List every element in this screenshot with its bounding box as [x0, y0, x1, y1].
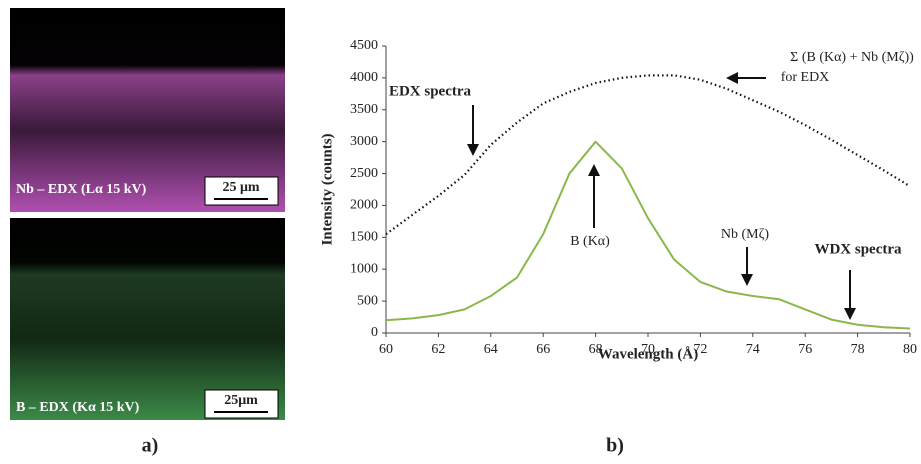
y-tick-label: 1500 — [350, 230, 378, 245]
y-tick-label: 500 — [357, 293, 378, 308]
x-tick-label: 74 — [746, 342, 760, 357]
y-axis-label: Intensity (counts) — [319, 133, 335, 245]
x-tick-label: 78 — [851, 342, 865, 357]
annotation: for EDX — [781, 70, 830, 85]
arrows — [467, 72, 856, 320]
x-axis-label: Wavelength (Å) — [598, 346, 698, 362]
panel-label: a) — [142, 435, 159, 457]
y-tick-label: 2000 — [350, 198, 378, 213]
y-tick-label: 3500 — [350, 102, 378, 117]
b-map-image — [10, 218, 285, 420]
y-tick-label: 3000 — [350, 134, 378, 149]
y-tick-label: 0 — [371, 325, 378, 340]
x-tick-label: 80 — [903, 342, 917, 357]
image-label: B – EDX (Kα 15 kV) — [16, 400, 140, 415]
y-tick-label: 4500 — [350, 38, 378, 53]
y-tick-label: 2500 — [350, 166, 378, 181]
series-label: WDX spectra — [814, 241, 902, 257]
x-tick-label: 66 — [536, 342, 550, 357]
scale-bar-box — [204, 389, 279, 419]
annotation: B (Kα) — [570, 234, 610, 249]
x-tick-label: 70 — [641, 342, 655, 357]
x-tick-label: 72 — [693, 342, 707, 357]
annotation: Σ (B (Kα) + Nb (Mζ)) — [790, 50, 914, 65]
y-tick-label: 1000 — [350, 261, 378, 276]
y-tick-label: 4000 — [350, 70, 378, 85]
series-label: EDX spectra — [389, 83, 472, 99]
x-tick-label: 62 — [431, 342, 445, 357]
annotation: Nb (Mζ) — [721, 227, 770, 242]
x-tick-label: 64 — [484, 342, 498, 357]
series-line — [385, 140, 911, 330]
scale-bar-label: 25μm — [224, 393, 258, 408]
x-tick-label: 60 — [379, 342, 393, 357]
x-tick-label: 76 — [798, 342, 812, 357]
x-tick-label: 68 — [589, 342, 603, 357]
scale-bar-box — [204, 176, 279, 206]
image-label: Nb – EDX (Lα 15 kV) — [16, 182, 147, 197]
panel-label: b) — [606, 435, 624, 457]
scale-bar-label: 25 μm — [222, 180, 259, 195]
